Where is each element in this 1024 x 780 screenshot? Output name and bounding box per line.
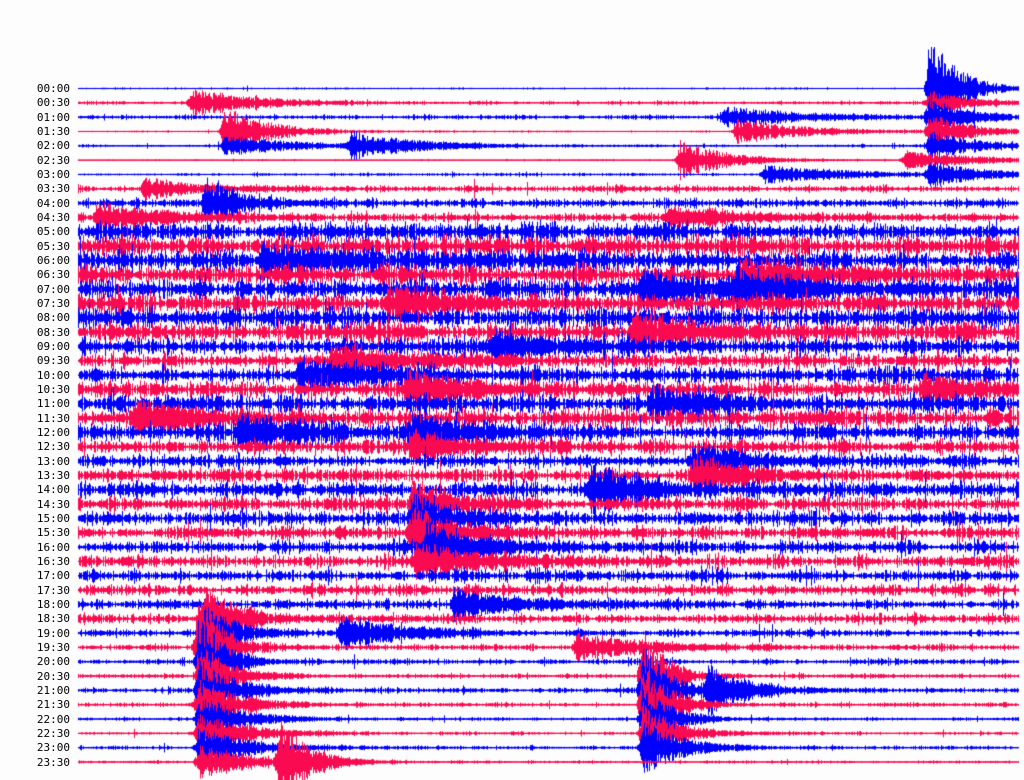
helicorder-page: HL Ag. Paraskevi (Lesvos) Applied filter… (0, 0, 1024, 780)
seismogram-canvas (0, 0, 1024, 780)
